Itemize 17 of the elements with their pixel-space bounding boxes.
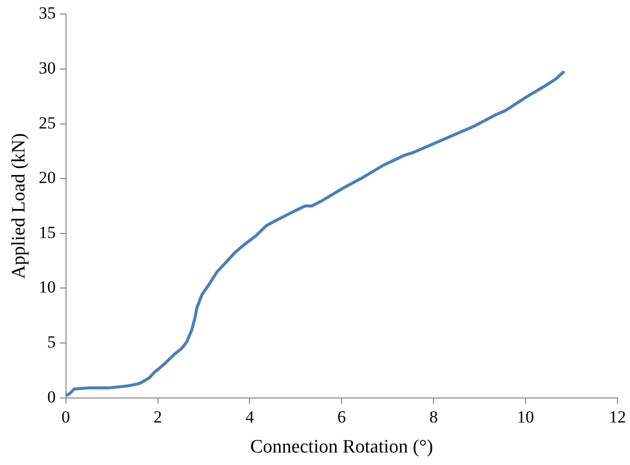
x-tick-label: 4 (245, 407, 254, 426)
x-tick-label: 2 (154, 407, 162, 426)
y-tick-label: 0 (47, 387, 56, 406)
y-axis-title: Applied Load (kN) (8, 133, 30, 279)
x-tick-label: 8 (429, 407, 438, 426)
y-tick-label: 15 (38, 222, 56, 242)
y-tick-label: 10 (38, 278, 56, 297)
y-tick-label: 30 (38, 58, 56, 78)
y-tick-label: 25 (38, 113, 56, 132)
x-tick-label: 6 (337, 407, 346, 426)
y-tick-label: 35 (38, 4, 56, 23)
x-tick-label: 10 (517, 407, 534, 426)
y-tick-label: 20 (38, 168, 56, 188)
x-tick-label: 0 (62, 407, 70, 426)
y-tick-label: 5 (47, 332, 56, 352)
x-axis-title: Connection Rotation (°) (250, 436, 434, 458)
x-tick-label: 12 (609, 407, 626, 426)
